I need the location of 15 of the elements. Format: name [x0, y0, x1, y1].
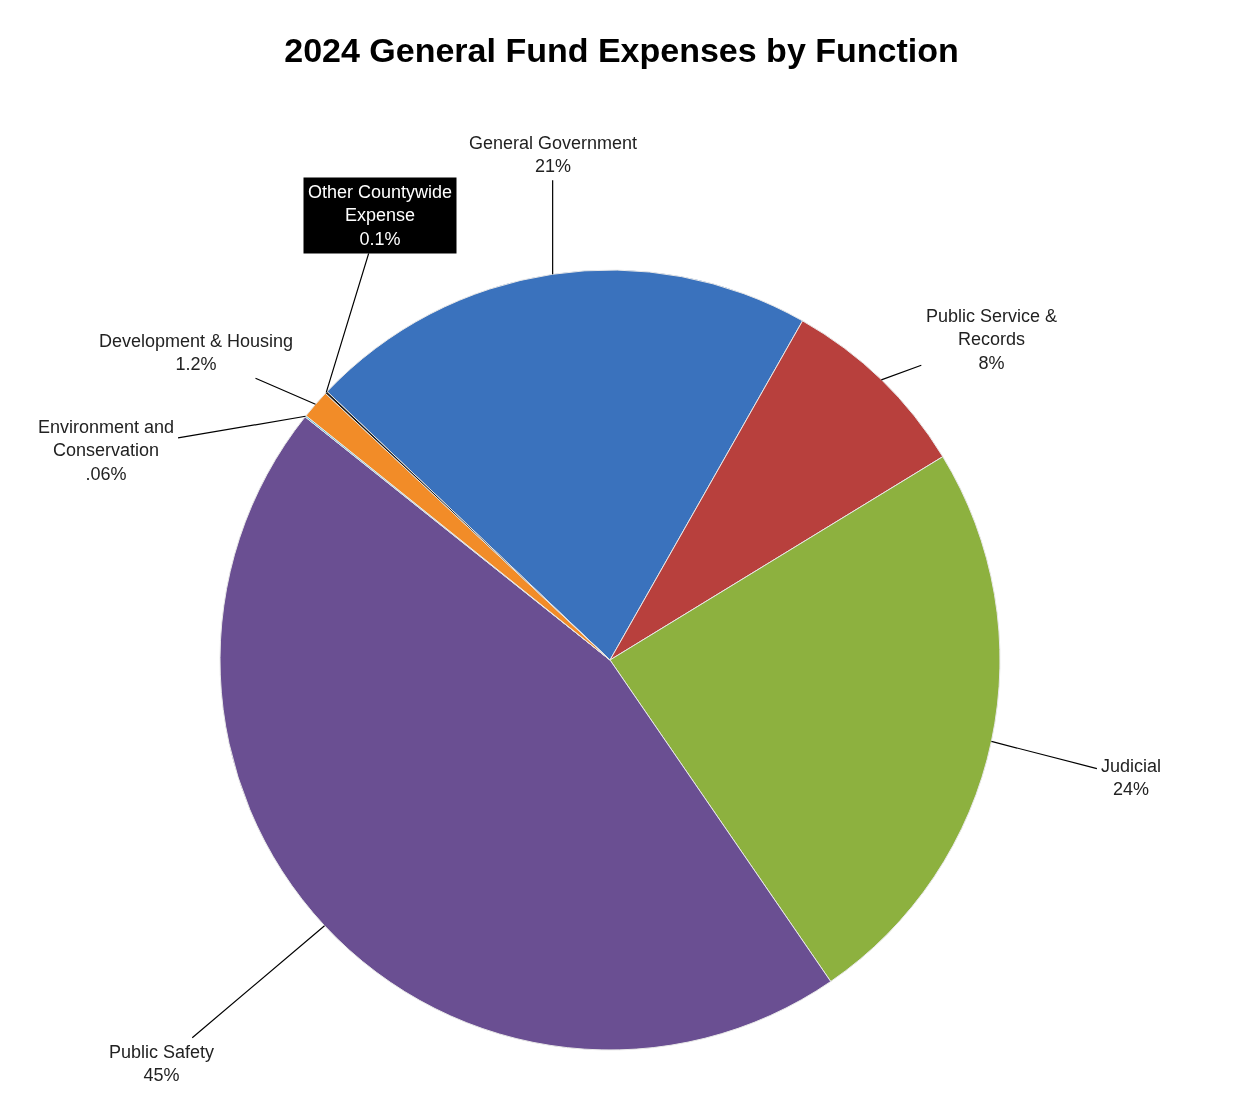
slice-label: Public Service & Records	[926, 306, 1058, 350]
slice-label: General Government	[469, 133, 638, 153]
data-label: 0.1%	[359, 228, 401, 249]
slice-label: Development & Housing	[99, 331, 294, 351]
data-label: .06%	[85, 463, 127, 484]
data-label: 1.2%	[175, 354, 217, 375]
slice-label: Environment and Conservation	[38, 417, 175, 461]
chart-title: 2024 General Fund Expenses by Function	[284, 30, 959, 69]
data-label: 24%	[1113, 779, 1150, 800]
data-label: 45%	[143, 1065, 180, 1086]
data-label: 21%	[535, 156, 572, 177]
slice-label: Judicial	[1101, 756, 1162, 776]
data-label: 8%	[978, 352, 1005, 373]
slice-label: Public Safety	[109, 1042, 215, 1062]
slice-label: Other Countywide Expense	[308, 182, 453, 226]
